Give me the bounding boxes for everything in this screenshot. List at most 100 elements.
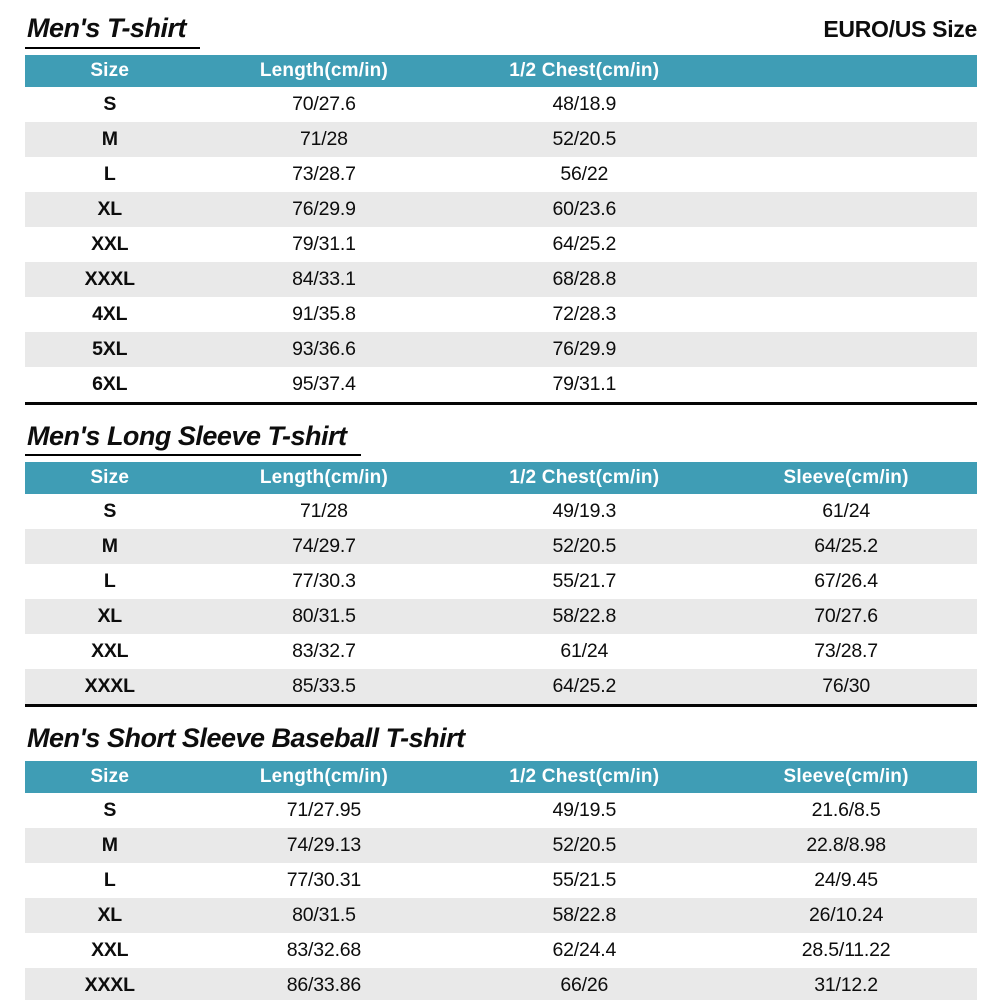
measurement-cell: 73/28.7 [814, 640, 878, 663]
measurement-cell: 48/18.9 [552, 92, 617, 115]
measurement-cell: 91/35.8 [292, 302, 356, 325]
table-row: S 71/28 49/19.3 61/24 [25, 494, 977, 529]
measurement-cell [715, 262, 977, 297]
measurement-cell: 28.5/11.22 [801, 939, 891, 962]
measurement-cell: 76/29.9 [292, 197, 356, 220]
title-row: Men's Long Sleeve T-shirt [25, 421, 977, 457]
table-row: XXL 83/32.7 61/24 73/28.7 [25, 634, 977, 669]
table-row: XXL 83/32.68 62/24.4 28.5/11.22 [25, 933, 977, 968]
table-row: S 71/27.95 49/19.5 21.6/8.5 [25, 793, 977, 828]
measurement-cell: 68/28.8 [552, 267, 617, 290]
measurement-cell: 64/25.2 [552, 675, 617, 698]
header-row: Size Length(cm/in) 1/2 Chest(cm/in) Sleeve(… [25, 761, 977, 794]
measurement-cell: 64/25.2 [552, 232, 617, 255]
measurement-cell [715, 297, 977, 332]
table-row: XL 80/31.5 58/22.8 26/10.24 [25, 898, 977, 934]
measurement-cell: 84/33.1 [292, 267, 356, 290]
measurement-cell: 64/25.2 [814, 535, 878, 558]
table-row: XL 80/31.5 58/22.8 70/27.6 [25, 599, 977, 635]
size-standard-badge: EURO/US Size [823, 15, 977, 42]
column-header-empty [715, 54, 977, 87]
measurement-cell: 21.6/8.5 [811, 799, 881, 822]
size-cell: S [103, 500, 117, 523]
measurement-cell: 85/33.5 [292, 675, 356, 698]
size-cell: M [101, 127, 118, 150]
header-row: Size Length(cm/in) 1/2 Chest(cm/in) [25, 54, 977, 87]
table-row: M 74/29.7 52/20.5 64/25.2 [25, 529, 977, 565]
column-header: 1/2 Chest(cm/in) [453, 54, 716, 87]
measurement-cell: 55/21.5 [552, 869, 617, 892]
measurement-cell: 79/31.1 [292, 232, 356, 255]
table-row: 6XL 95/37.4 79/31.1 [25, 367, 977, 404]
column-header: 1/2 Chest(cm/in) [453, 462, 716, 495]
measurement-cell: 56/22 [560, 162, 609, 185]
measurement-cell: 79/31.1 [552, 372, 617, 395]
size-cell: 4XL [92, 302, 128, 325]
table-row: M 74/29.13 52/20.5 22.8/8.98 [25, 828, 977, 864]
size-cell: S [103, 799, 117, 822]
size-cell: 6XL [92, 372, 128, 395]
measurement-cell [715, 367, 977, 404]
measurement-cell: 22.8/8.98 [806, 834, 886, 857]
measurement-cell: 83/32.7 [292, 640, 356, 663]
measurement-cell: 77/30.31 [286, 869, 362, 892]
measurement-cell: 72/28.3 [552, 302, 617, 325]
measurement-cell: 26/10.24 [808, 904, 884, 927]
section-mens-short-sleeve-baseball-tshirt: Men's Short Sleeve Baseball T-shirt Size… [25, 724, 977, 1000]
table-row: 5XL 93/36.6 76/29.9 [25, 331, 977, 367]
size-cell: XL [97, 904, 122, 927]
measurement-cell: 49/19.5 [552, 799, 617, 822]
measurement-cell: 73/28.7 [292, 162, 356, 185]
measurement-cell: 93/36.6 [292, 337, 356, 360]
size-cell: L [103, 162, 116, 185]
table-row: 4XL 91/35.8 72/28.3 [25, 297, 977, 332]
table-title: Men's Long Sleeve T-shirt [25, 421, 361, 457]
measurement-cell: 67/26.4 [814, 570, 878, 593]
size-cell: XXXL [84, 974, 135, 997]
column-header: Size [25, 54, 195, 87]
measurement-cell: 52/20.5 [552, 127, 617, 150]
measurement-cell: 76/29.9 [552, 337, 617, 360]
table-row: L 77/30.3 55/21.7 67/26.4 [25, 564, 977, 599]
measurement-cell: 62/24.4 [552, 939, 617, 962]
measurement-cell: 66/26 [560, 974, 609, 997]
column-header: Sleeve(cm/in) [715, 462, 977, 495]
column-header: Size [25, 462, 195, 495]
measurement-cell: 60/23.6 [552, 197, 617, 220]
size-cell: 5XL [92, 337, 128, 360]
table-row: XXXL 85/33.5 64/25.2 76/30 [25, 669, 977, 706]
measurement-cell: 74/29.13 [286, 834, 362, 857]
size-cell: S [103, 92, 117, 115]
measurement-cell [715, 122, 977, 157]
measurement-cell: 83/32.68 [286, 939, 362, 962]
measurement-cell: 95/37.4 [292, 372, 356, 395]
size-table-mens-long-sleeve-tshirt: Size Length(cm/in) 1/2 Chest(cm/in) Sleeve(… [25, 462, 977, 708]
measurement-cell [715, 192, 977, 227]
header-row: Size Length(cm/in) 1/2 Chest(cm/in) Sleeve(… [25, 462, 977, 495]
size-table-mens-short-sleeve-baseball-tshirt: Size Length(cm/in) 1/2 Chest(cm/in) Sleeve(… [25, 761, 977, 1000]
measurement-cell [715, 87, 977, 122]
measurement-cell: 70/27.6 [292, 92, 356, 115]
column-header: Sleeve(cm/in) [715, 761, 977, 794]
measurement-cell: 74/29.7 [292, 535, 356, 558]
table-title: Men's T-shirt [25, 13, 200, 49]
table-row: XXL 79/31.1 64/25.2 [25, 227, 977, 262]
measurement-cell: 80/31.5 [292, 605, 356, 628]
measurement-cell: 86/33.86 [286, 974, 362, 997]
table-row: S 70/27.6 48/18.9 [25, 87, 977, 122]
measurement-cell: 71/28 [300, 500, 348, 523]
column-header: Length(cm/in) [194, 761, 454, 794]
section-mens-long-sleeve-tshirt: Men's Long Sleeve T-shirt Size Length(cm/… [25, 421, 977, 708]
column-header: 1/2 Chest(cm/in) [453, 761, 716, 794]
measurement-cell [715, 332, 977, 367]
size-cell: XXXL [84, 267, 135, 290]
title-row: Men's T-shirt EURO/US Size [25, 13, 977, 49]
measurement-cell: 71/28 [300, 127, 348, 150]
column-header: Length(cm/in) [194, 462, 454, 495]
table-row: L 77/30.31 55/21.5 24/9.45 [25, 863, 977, 898]
table-row: M 71/28 52/20.5 [25, 121, 977, 157]
measurement-cell: 55/21.7 [552, 570, 617, 593]
size-cell: XXL [91, 939, 129, 962]
measurement-cell: 77/30.3 [292, 570, 356, 593]
